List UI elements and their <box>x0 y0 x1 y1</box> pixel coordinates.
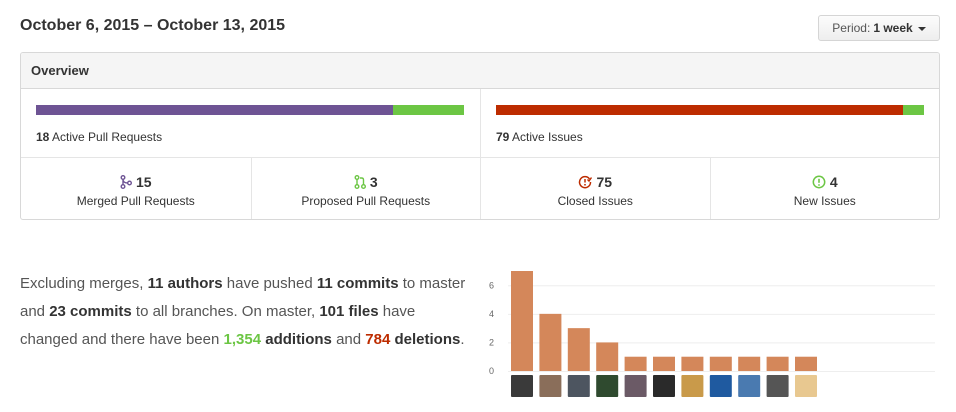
avatar <box>795 375 817 397</box>
active-pull-requests-label: 18 Active Pull Requests <box>36 130 162 144</box>
summary-part: . <box>460 331 465 348</box>
stat-proposed-pull-requests[interactable]: 3 Proposed Pull Requests <box>250 158 481 219</box>
bar <box>539 313 562 371</box>
files-changed-count: 101 files <box>319 303 379 320</box>
avatar <box>596 375 619 397</box>
avatar <box>738 375 761 397</box>
summary-part: and <box>331 331 366 348</box>
y-tick-label: 2 <box>489 337 494 347</box>
avatar <box>511 375 533 397</box>
period-dropdown-button[interactable]: Period: 1 week <box>818 15 940 41</box>
closed-issues-label: Closed Issues <box>557 194 633 208</box>
overview-summary: 18 Active Pull Requests 79 Active Issues <box>21 89 939 158</box>
chevron-down-icon <box>917 27 926 31</box>
bar <box>653 356 675 371</box>
summary-part: to master and <box>20 275 466 320</box>
avatar <box>624 375 647 397</box>
avatar <box>709 375 732 397</box>
stat-closed-issues[interactable]: 75 Closed Issues <box>480 158 710 219</box>
issue-closed-icon <box>579 175 593 189</box>
active-pull-requests-text: Active Pull Requests <box>52 130 163 144</box>
bar <box>567 328 590 371</box>
all-commits-count: 23 commits <box>49 303 132 320</box>
bar <box>766 356 789 371</box>
deletions-word: deletions <box>394 331 461 348</box>
additions-word: additions <box>261 331 332 348</box>
pull-requests-bar-merged <box>36 105 393 115</box>
avatar <box>539 375 562 397</box>
active-issues-label: 79 Active Issues <box>496 130 583 144</box>
pull-requests-summary[interactable]: 18 Active Pull Requests <box>21 89 480 157</box>
bar <box>709 356 732 371</box>
bar <box>795 356 817 371</box>
bar <box>681 356 704 371</box>
master-commits-count: 11 commits <box>316 275 399 292</box>
avatar <box>567 375 590 397</box>
bar <box>624 356 647 371</box>
merged-pull-requests-label: Merged Pull Requests <box>76 194 195 208</box>
y-tick-label: 6 <box>489 280 494 290</box>
stat-merged-pull-requests[interactable]: 15 Merged Pull Requests <box>21 158 251 219</box>
overview-title: Overview <box>21 53 939 89</box>
summary-part: have pushed <box>222 275 317 292</box>
active-pull-requests-count: 18 <box>36 130 50 144</box>
date-range-title: October 6, 2015 – October 13, 2015 <box>20 17 286 34</box>
period-value: 1 week <box>873 21 913 35</box>
git-merge-icon <box>120 175 132 189</box>
bar <box>511 271 533 371</box>
proposed-pull-requests-count: 3 <box>369 174 378 190</box>
pull-requests-bar <box>36 105 464 115</box>
summary-part: to all branches. On master, <box>131 303 320 320</box>
period-label: Period: <box>832 21 871 35</box>
new-issues-count: 4 <box>829 174 838 190</box>
commits-by-author-chart: 0 2 4 6 <box>489 271 935 397</box>
issues-bar-closed <box>496 105 903 115</box>
issues-bar <box>496 105 924 115</box>
active-issues-count: 79 <box>496 130 510 144</box>
deletions-count: 784 <box>365 331 391 348</box>
git-pull-request-icon <box>354 175 366 189</box>
y-tick-label: 4 <box>489 309 494 319</box>
merged-pull-requests-count: 15 <box>135 174 152 190</box>
avatar <box>681 375 704 397</box>
issues-bar-new <box>902 105 924 115</box>
commit-summary-text: Excluding merges, 11 authors have pushed… <box>20 270 470 354</box>
closed-issues-count: 75 <box>596 174 613 190</box>
new-issues-label: New Issues <box>793 194 856 208</box>
issues-summary[interactable]: 79 Active Issues <box>480 89 939 157</box>
bar <box>738 356 761 371</box>
additions-count: 1,354 <box>223 331 262 348</box>
bar <box>596 342 619 371</box>
proposed-pull-requests-label: Proposed Pull Requests <box>301 194 431 208</box>
pull-requests-bar-open <box>392 105 464 115</box>
stat-new-issues[interactable]: 4 New Issues <box>709 158 940 219</box>
avatar <box>766 375 789 397</box>
avatar <box>653 375 675 397</box>
overview-stats: 15 Merged Pull Requests 3 Proposed Pull … <box>21 158 939 219</box>
active-issues-text: Active Issues <box>512 130 583 144</box>
summary-part: Excluding merges, <box>20 275 148 292</box>
authors-count: 11 authors <box>147 275 223 292</box>
overview-panel: Overview 18 Active Pull Requests 79 Acti… <box>20 52 940 220</box>
y-tick-label: 0 <box>489 366 494 376</box>
summary-part: have changed and there have been <box>20 303 416 348</box>
issue-opened-icon <box>812 175 826 189</box>
